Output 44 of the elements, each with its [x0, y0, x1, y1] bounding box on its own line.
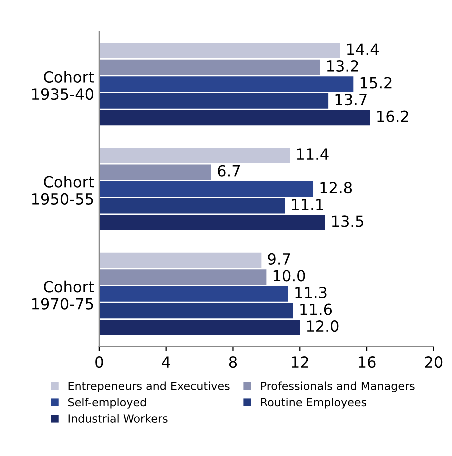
bar: [99, 164, 212, 180]
y-tick-label: Cohort 1950-55: [32, 176, 94, 205]
data-label: 13.2: [327, 60, 358, 72]
bar: [99, 320, 300, 336]
data-label: 14.4: [348, 44, 379, 56]
bar: [99, 60, 320, 76]
legend-label: Professionals and Managers: [261, 382, 415, 392]
bar: [99, 110, 370, 126]
legend-label: Industrial Workers: [68, 414, 168, 423]
x-tick-label: 0: [96, 356, 104, 368]
data-label: 11.3: [296, 286, 327, 299]
legend-label: Routine Employees: [261, 398, 367, 409]
bar: [99, 215, 326, 231]
data-label: 12.8: [320, 182, 352, 194]
x-tick-label: 12: [292, 356, 308, 368]
bar: [99, 93, 329, 109]
x-tick-label: 16: [358, 356, 376, 368]
y-tick-label: Cohort 1935-40: [32, 71, 94, 100]
bar: [99, 182, 314, 197]
bar: [99, 43, 340, 59]
data-label: 10.0: [274, 270, 306, 282]
data-label: 12.0: [307, 320, 339, 332]
data-label: 11.4: [297, 148, 329, 160]
x-tick-label: 20: [425, 356, 443, 368]
data-label: 15.2: [360, 77, 392, 89]
data-label: 6.7: [218, 165, 240, 177]
bar: [99, 148, 290, 164]
x-tick-label: 4: [162, 356, 170, 368]
y-tick-label: Cohort 1970-75: [32, 280, 94, 310]
data-label: 13.7: [336, 94, 367, 106]
data-label: 13.5: [332, 216, 364, 228]
data-label: 16.2: [378, 110, 408, 122]
bar: [99, 76, 354, 92]
bar: [99, 198, 286, 214]
bar: [99, 303, 294, 319]
bar: [99, 270, 267, 286]
legend-label: Entrepeneurs and Executives: [68, 382, 230, 392]
data-label: 11.6: [300, 304, 332, 316]
bar: [99, 252, 262, 268]
data-label: 11.1: [292, 199, 324, 210]
legend-label: Self-employed: [68, 398, 146, 409]
x-tick-label: 8: [229, 356, 238, 368]
data-label: 9.7: [268, 253, 290, 265]
bar: [99, 286, 288, 302]
